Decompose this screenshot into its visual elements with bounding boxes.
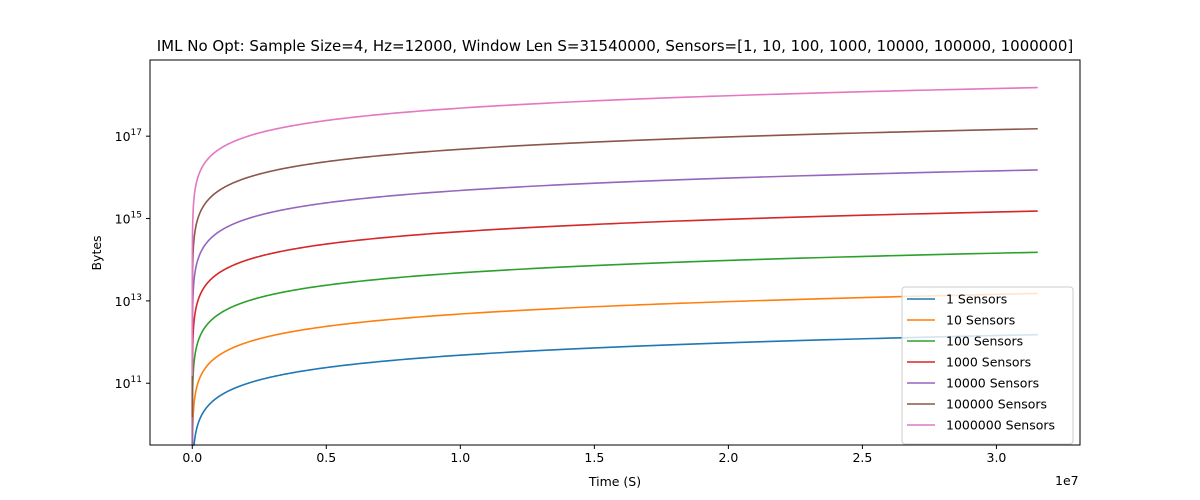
series-line-1000000 (191, 86, 1038, 376)
chart-title: IML No Opt: Sample Size=4, Hz=12000, Win… (157, 37, 1074, 55)
legend-entry: 1 Sensors (946, 292, 1007, 307)
x-tick-label: 0.0 (182, 450, 202, 465)
x-tick-label: 1.5 (584, 450, 604, 465)
x-tick-label: 1.0 (450, 450, 470, 465)
y-tick-label: 1011 (115, 375, 142, 391)
y-tick-label: 1015 (115, 211, 142, 227)
x-offset-label: 1e7 (1055, 473, 1079, 488)
legend-entry: 10 Sensors (946, 313, 1015, 328)
x-tick-label: 3.0 (987, 450, 1007, 465)
plot-lines (191, 86, 1038, 446)
x-tick-label: 2.0 (718, 450, 738, 465)
y-axis: 1011 1013 1015 1017 (115, 128, 150, 391)
legend-entry: 1000 Sensors (946, 355, 1031, 370)
legend-entry: 100000 Sensors (946, 397, 1047, 412)
x-tick-label: 2.5 (852, 450, 872, 465)
x-axis-label: Time (S) (588, 474, 641, 489)
legend-entry: 100 Sensors (946, 334, 1023, 349)
legend-box (901, 286, 1074, 445)
legend-entry: 1000000 Sensors (946, 418, 1055, 433)
y-tick-label: 1017 (115, 128, 142, 144)
x-tick-label: 0.5 (316, 450, 336, 465)
legend: 1 Sensors 10 Sensors 100 Sensors 1000 Senso… (901, 286, 1074, 445)
y-axis-label: Bytes (89, 235, 104, 270)
x-axis: 0.0 0.5 1.0 1.5 2.0 2.5 3.0 (182, 445, 1006, 465)
plot-frame (149, 59, 1081, 446)
y-tick-label: 1013 (115, 293, 142, 309)
legend-entry: 10000 Sensors (946, 376, 1039, 391)
